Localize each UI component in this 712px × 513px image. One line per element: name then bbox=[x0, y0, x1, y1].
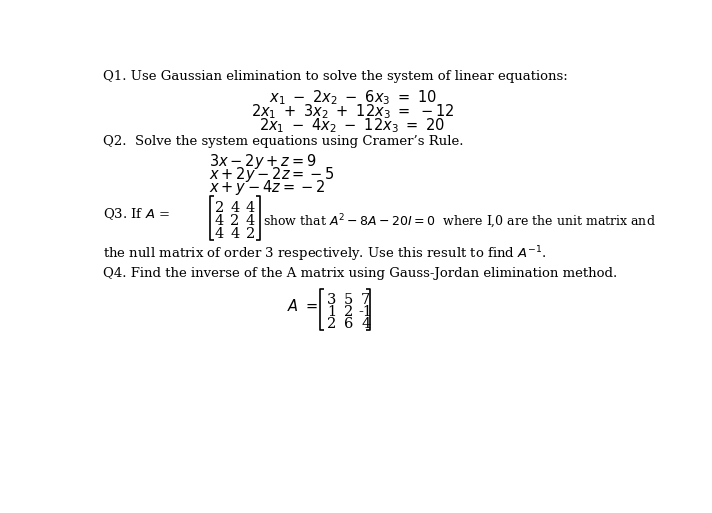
Text: 4: 4 bbox=[230, 227, 239, 241]
Text: 2: 2 bbox=[327, 317, 336, 331]
Text: 2: 2 bbox=[230, 214, 239, 228]
Text: $x_1\ -\ 2x_2\ -\ 6x_3\ =\ 10$: $x_1\ -\ 2x_2\ -\ 6x_3\ =\ 10$ bbox=[268, 89, 436, 107]
Text: $x + 2y - 2z = -5$: $x + 2y - 2z = -5$ bbox=[209, 165, 335, 184]
Text: Q2.  Solve the system equations using Cramer’s Rule.: Q2. Solve the system equations using Cra… bbox=[103, 135, 464, 148]
Text: Q3. If $A$ =: Q3. If $A$ = bbox=[103, 207, 172, 222]
Text: 6: 6 bbox=[344, 317, 353, 331]
Text: $3x - 2y + z = 9$: $3x - 2y + z = 9$ bbox=[209, 152, 317, 171]
Text: 2: 2 bbox=[214, 201, 224, 215]
Text: 4: 4 bbox=[361, 317, 370, 331]
Text: $2x_1\ +\ 3x_2\ +\ 12x_3\ =\ -12$: $2x_1\ +\ 3x_2\ +\ 12x_3\ =\ -12$ bbox=[251, 103, 454, 121]
Text: 2: 2 bbox=[246, 227, 255, 241]
Text: 4: 4 bbox=[214, 227, 224, 241]
Text: -1: -1 bbox=[359, 305, 372, 319]
Text: $2x_1\ -\ 4x_2\ -\ 12x_3\ =\ 20$: $2x_1\ -\ 4x_2\ -\ 12x_3\ =\ 20$ bbox=[259, 116, 446, 135]
Text: 3: 3 bbox=[327, 292, 336, 307]
Text: show that $A^2 - 8A - 20I = 0$  where I,0 are the unit matrix and: show that $A^2 - 8A - 20I = 0$ where I,0… bbox=[263, 212, 656, 230]
Text: 7: 7 bbox=[361, 292, 370, 307]
Text: $x + y - 4z = -2$: $x + y - 4z = -2$ bbox=[209, 178, 325, 197]
Text: 4: 4 bbox=[214, 214, 224, 228]
Text: 5: 5 bbox=[344, 292, 353, 307]
Text: Q1. Use Gaussian elimination to solve the system of linear equations:: Q1. Use Gaussian elimination to solve th… bbox=[103, 70, 567, 83]
Text: the null matrix of order 3 respectively. Use this result to find $A^{-1}$.: the null matrix of order 3 respectively.… bbox=[103, 244, 547, 264]
Text: 4: 4 bbox=[230, 201, 239, 215]
Text: 2: 2 bbox=[344, 305, 353, 319]
Text: 1: 1 bbox=[327, 305, 336, 319]
Text: Q4. Find the inverse of the A matrix using Gauss-Jordan elimination method.: Q4. Find the inverse of the A matrix usi… bbox=[103, 267, 617, 280]
Text: 4: 4 bbox=[246, 201, 255, 215]
Text: 4: 4 bbox=[246, 214, 255, 228]
Text: $A\ =$: $A\ =$ bbox=[287, 298, 318, 313]
